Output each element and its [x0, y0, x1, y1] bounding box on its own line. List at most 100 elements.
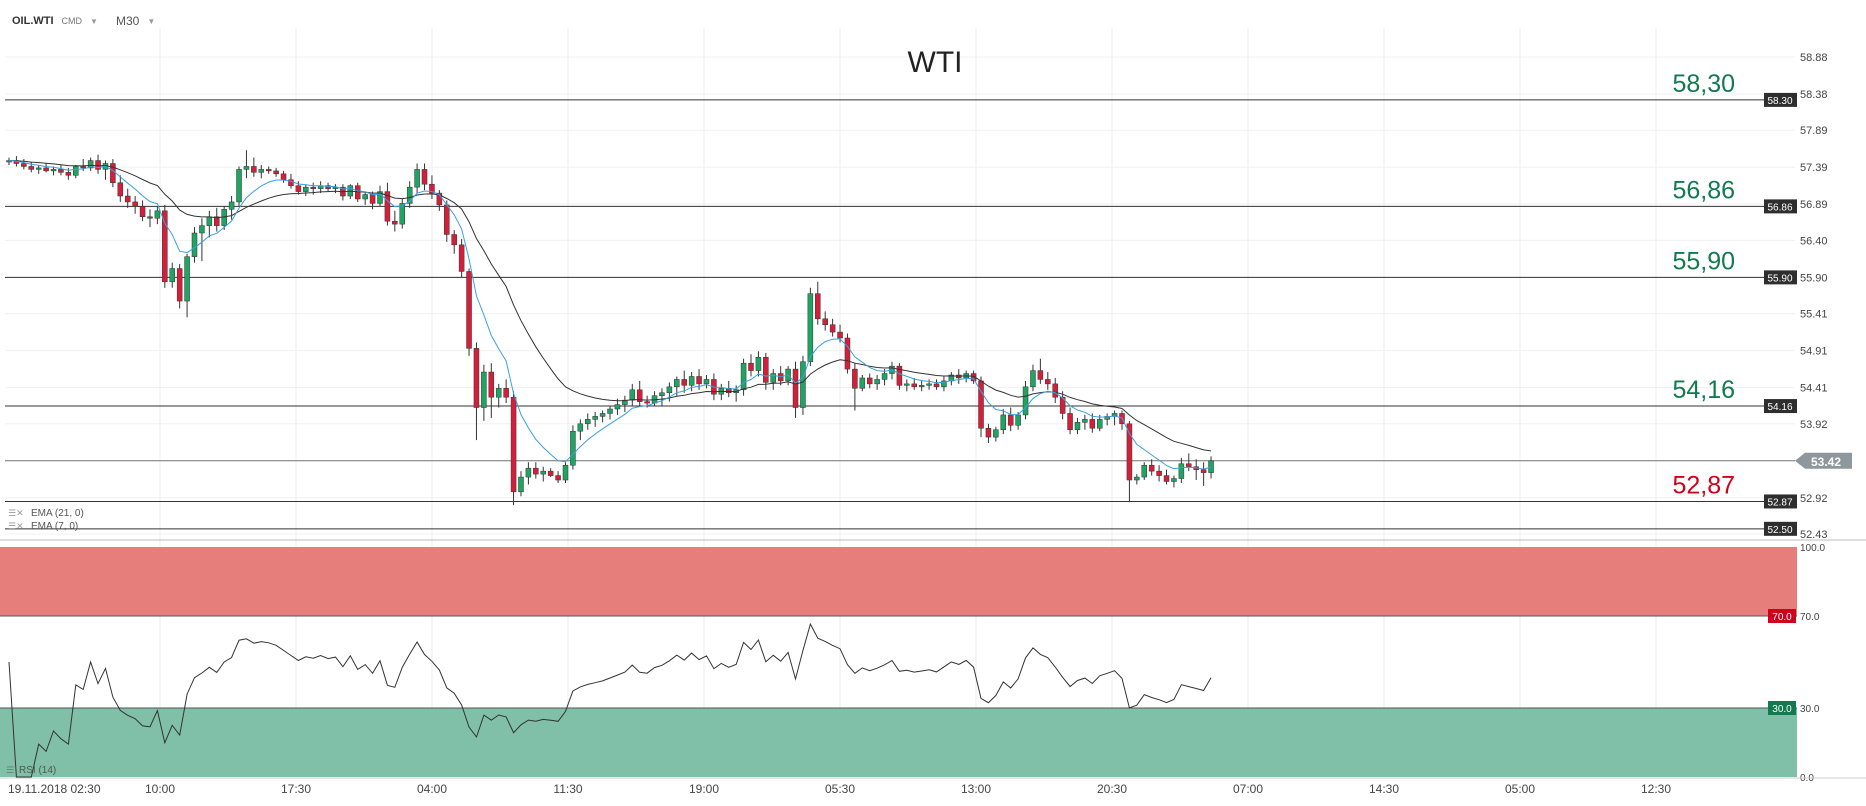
level-label: 56,86 [1672, 176, 1735, 204]
candle [792, 361, 799, 418]
candle-body [481, 371, 487, 408]
candle [503, 379, 509, 404]
candle-body [837, 331, 843, 339]
candle-body [1007, 414, 1014, 426]
candle-body [503, 388, 509, 398]
candle-body [562, 464, 569, 481]
candle [362, 191, 368, 205]
candle [755, 351, 762, 377]
y-tick-label: 53.92 [1800, 419, 1828, 431]
candle [258, 164, 265, 179]
y-tick-label: 56.89 [1800, 199, 1828, 211]
candle-body [926, 383, 932, 386]
x-tick-label: 05:00 [1505, 782, 1535, 796]
candle [251, 157, 257, 177]
candle [87, 157, 94, 171]
candle-body [35, 167, 42, 170]
timeframe-selector[interactable]: M30 [115, 14, 140, 28]
candle [659, 388, 665, 407]
candle [948, 372, 955, 386]
candle-body [1156, 470, 1162, 476]
candle [904, 379, 910, 392]
candle [688, 372, 695, 392]
candle-body [392, 220, 398, 225]
grid-lines [5, 28, 1795, 777]
candle-body [518, 476, 524, 493]
candle-body [406, 186, 413, 204]
candle [429, 175, 435, 199]
candle-body [666, 386, 673, 393]
candle-body [510, 396, 517, 493]
candle [1037, 358, 1044, 384]
candle [1193, 459, 1199, 481]
candle-body [703, 379, 710, 385]
candle-body [1030, 370, 1036, 388]
candle-body [1178, 463, 1185, 479]
candle-body [95, 160, 101, 170]
candle-body [829, 324, 836, 333]
candle-body [1141, 464, 1148, 478]
candle [236, 166, 242, 207]
candle-body [1000, 414, 1007, 430]
candle [770, 369, 777, 390]
y-tick-label: 57.39 [1800, 162, 1828, 174]
candle-body [681, 379, 687, 386]
candle-body [444, 204, 450, 235]
candle [748, 354, 754, 377]
candle [1186, 453, 1192, 472]
candle [599, 410, 606, 423]
candle [214, 207, 220, 232]
candle [50, 166, 57, 176]
symbol-label[interactable]: OIL.WTI [12, 15, 54, 27]
candle [1059, 391, 1066, 420]
candle [866, 373, 873, 389]
candle-body [1052, 383, 1058, 398]
candle [577, 419, 584, 441]
candle [1007, 407, 1014, 432]
candle [1134, 474, 1140, 485]
candle [132, 196, 138, 214]
candle [21, 159, 27, 170]
candle [1163, 469, 1170, 485]
candle-body [1163, 475, 1170, 482]
candle-body [525, 467, 532, 478]
candle-body [592, 416, 598, 420]
candle-body [132, 201, 138, 207]
instrument-bar: OIL.WTI CMD ▼ M30 ▼ [12, 12, 155, 30]
candle-body [970, 373, 977, 382]
candle-body [124, 195, 131, 203]
candle [555, 471, 561, 483]
candle [1111, 410, 1118, 426]
candle-body [1126, 423, 1133, 481]
candle-body [585, 419, 591, 425]
ema-21-label: EMA (21, 0) [31, 508, 84, 519]
x-tick-label: 19:00 [689, 782, 719, 796]
rsi-70-tag [1768, 609, 1796, 623]
candle [43, 163, 49, 173]
candle [829, 318, 836, 337]
candle-body [904, 383, 910, 386]
candle [1096, 414, 1103, 432]
candle [265, 166, 272, 174]
candle-body [577, 423, 584, 432]
candle [844, 333, 851, 374]
candle [169, 262, 175, 288]
candle-body [570, 430, 576, 466]
candle-body [495, 388, 502, 398]
x-tick-label: 10:00 [145, 782, 175, 796]
x-axis: 19.11.2018 02:30 10:00 17:30 04:00 11:30 19:0… [8, 782, 1671, 796]
levels: 58,30 58.30 56,86 56.86 55,90 55.90 54,16 54.16… [5, 70, 1797, 509]
candle [607, 406, 613, 420]
candle-body [763, 357, 769, 383]
chevron-down-icon[interactable]: ▼ [147, 16, 156, 26]
candle-body [147, 216, 153, 219]
candle [815, 281, 821, 325]
level-tag-text: 58.30 [1767, 96, 1792, 107]
candle [681, 370, 687, 393]
candle-body [540, 470, 546, 475]
candle [993, 426, 999, 442]
rsi-30-tag-text: 30.0 [1772, 704, 1792, 715]
candle-body [881, 373, 888, 380]
chevron-down-icon[interactable]: ▼ [90, 16, 98, 26]
